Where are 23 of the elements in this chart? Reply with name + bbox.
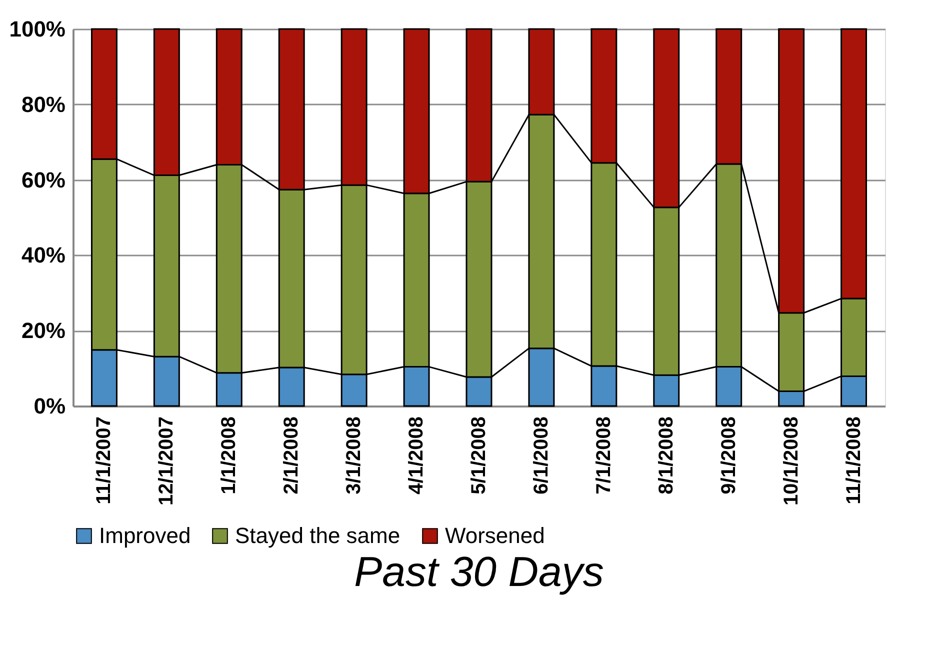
x-tick-label: 3/1/2008 (343, 416, 366, 494)
x-tick-label: 11/1/2008 (842, 416, 865, 504)
x-tick-label: 12/1/2007 (156, 416, 178, 506)
x-tick-label: 8/1/2008 (655, 416, 678, 494)
legend-label: Improved (99, 523, 191, 548)
legend-label: Stayed the same (235, 523, 400, 548)
y-tick-label: 20% (21, 318, 66, 344)
x-tick-label: 9/1/2008 (718, 416, 740, 494)
x-tick-label: 11/1/2007 (93, 416, 116, 504)
y-tick-label: 0% (34, 394, 66, 418)
x-tick-label: 4/1/2008 (406, 416, 428, 494)
x-tick-label: 10/1/2008 (780, 416, 802, 506)
text: Past 30 Days (354, 548, 604, 595)
x-tick-label: 6/1/2008 (530, 416, 552, 494)
y-tick-label: 40% (21, 242, 66, 268)
legend-label: Worsened (445, 523, 545, 548)
x-tick-label: 2/1/2008 (280, 416, 303, 494)
y-tick-label: 60% (21, 167, 66, 192)
x-tick-label: 7/1/2008 (592, 416, 615, 494)
x-tick-label: 1/1/2008 (218, 416, 240, 494)
y-tick-label: 80% (21, 92, 66, 117)
x-tick-label: 5/1/2008 (468, 416, 490, 494)
y-tick-label: 100% (9, 16, 66, 42)
